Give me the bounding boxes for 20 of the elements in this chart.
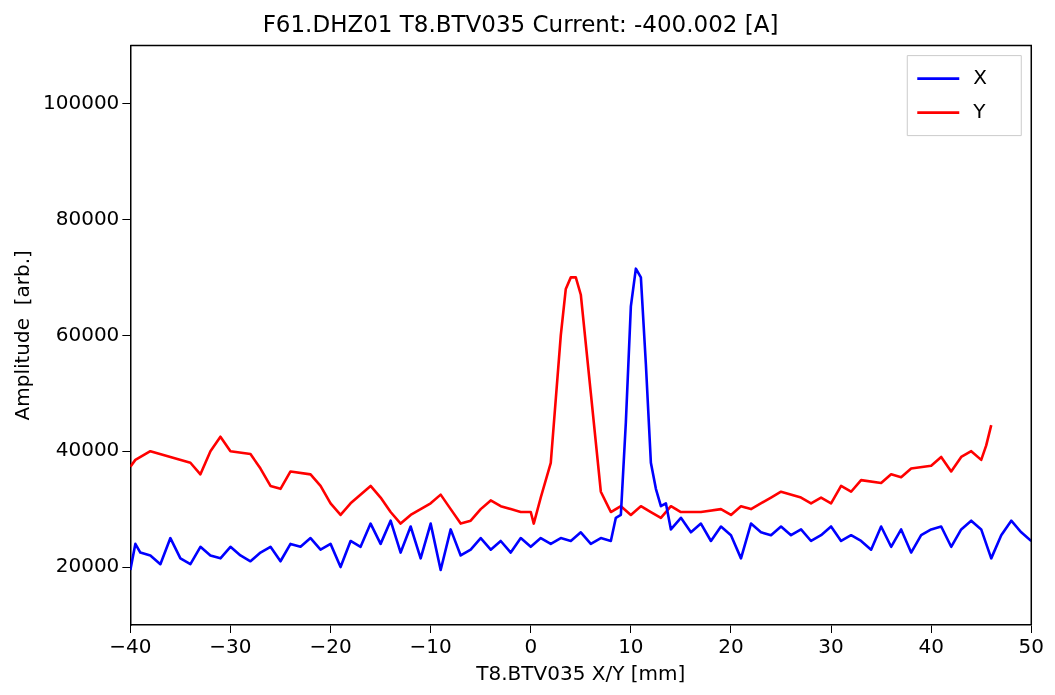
legend-label: X xyxy=(973,64,988,89)
x-tick-label: 20 xyxy=(718,634,744,659)
y-tick-label: 20000 xyxy=(55,553,120,578)
y-tick-label: 60000 xyxy=(55,321,120,346)
x-tick-label: −30 xyxy=(209,634,252,659)
y-tick-label: 80000 xyxy=(55,205,120,230)
y-tick-label: 40000 xyxy=(55,437,120,462)
x-tick-label: −20 xyxy=(309,634,352,659)
x-tick-label: 40 xyxy=(918,634,944,659)
x-tick-label: 50 xyxy=(1018,634,1044,659)
x-tick-label: 10 xyxy=(618,634,644,659)
x-tick-label: 0 xyxy=(524,634,538,659)
x-tick-label: 30 xyxy=(818,634,844,659)
legend-label: Y xyxy=(972,98,987,123)
x-axis-title: T8.BTV035 X/Y [mm] xyxy=(475,661,686,686)
y-axis-title: Amplitude [arb.] xyxy=(10,250,35,421)
x-tick-label: −40 xyxy=(109,634,152,659)
chart-title: F61.DHZ01 T8.BTV035 Current: -400.002 [A] xyxy=(262,10,779,37)
y-tick-label: 100000 xyxy=(42,89,120,114)
x-tick-label: −10 xyxy=(409,634,452,659)
